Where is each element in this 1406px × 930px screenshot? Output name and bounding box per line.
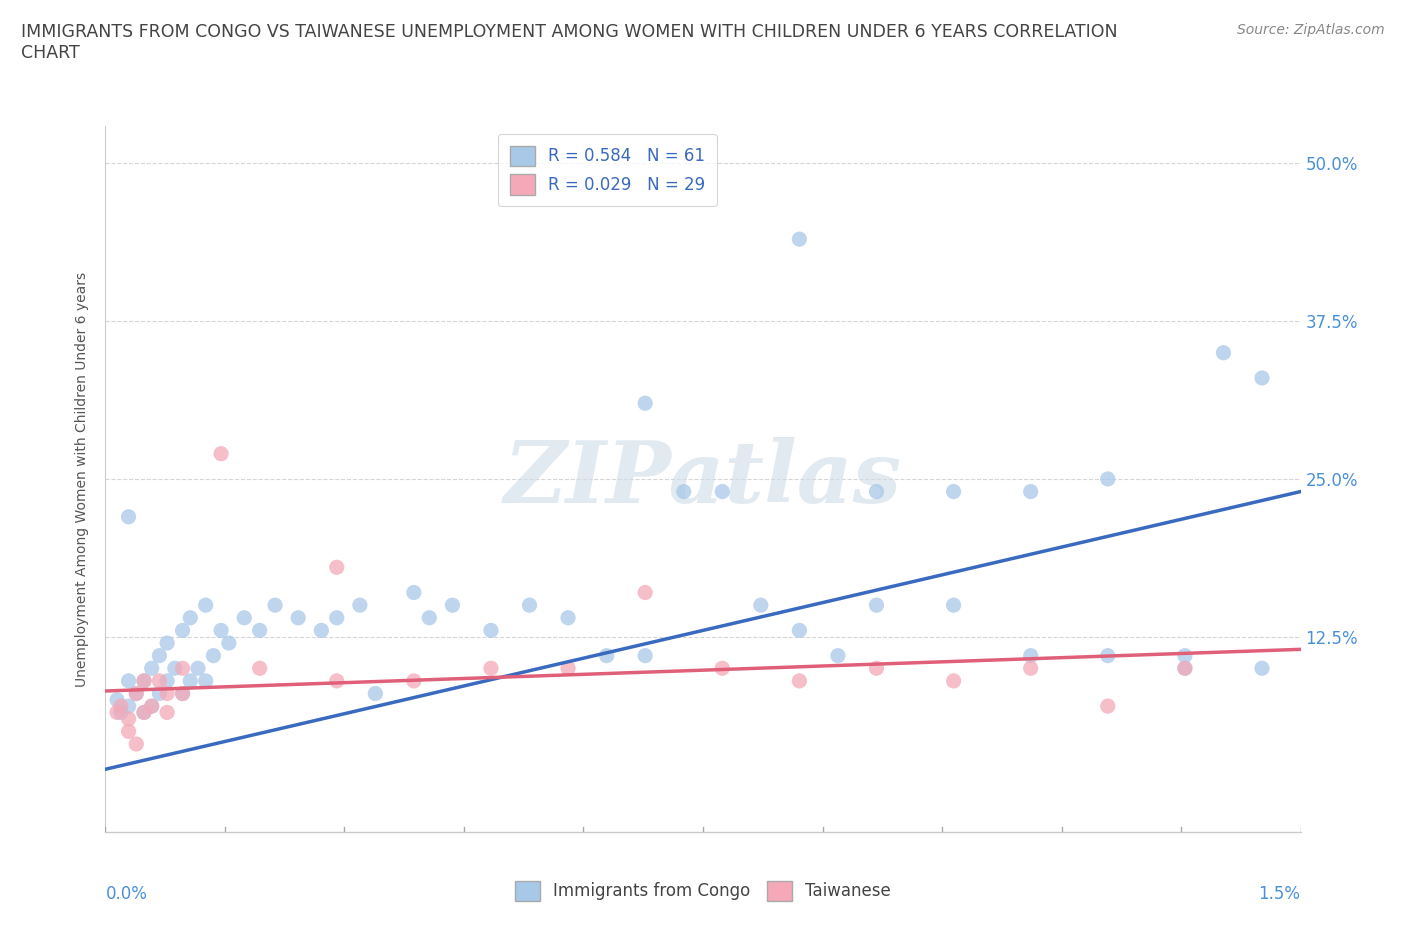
- Point: [1251, 370, 1274, 385]
- Point: [1251, 661, 1274, 676]
- Point: [105, 692, 128, 708]
- Point: [557, 661, 579, 676]
- Point: [202, 648, 225, 663]
- Point: [364, 686, 387, 701]
- Point: [311, 623, 333, 638]
- Point: [595, 648, 617, 663]
- Point: [557, 610, 579, 625]
- Point: [1019, 648, 1042, 663]
- Point: [479, 623, 502, 638]
- Point: [209, 446, 232, 461]
- Point: [1097, 698, 1119, 713]
- Point: [634, 396, 657, 411]
- Point: [141, 698, 163, 713]
- Point: [634, 648, 657, 663]
- Point: [1212, 345, 1234, 360]
- Point: [172, 661, 194, 676]
- Point: [117, 510, 139, 525]
- Point: [249, 623, 271, 638]
- Text: 1.5%: 1.5%: [1258, 885, 1301, 903]
- Point: [125, 737, 148, 751]
- Point: [865, 598, 887, 613]
- Point: [194, 598, 217, 613]
- Point: [125, 686, 148, 701]
- Point: [326, 610, 349, 625]
- Point: [172, 686, 194, 701]
- Text: 0.0%: 0.0%: [105, 885, 148, 903]
- Point: [172, 686, 194, 701]
- Point: [865, 661, 887, 676]
- Point: [110, 705, 132, 720]
- Text: ZIPatlas: ZIPatlas: [503, 437, 903, 521]
- Point: [209, 623, 232, 638]
- Point: [233, 610, 256, 625]
- Point: [865, 485, 887, 499]
- Point: [789, 623, 811, 638]
- Point: [172, 623, 194, 638]
- Point: [349, 598, 371, 613]
- Point: [148, 686, 170, 701]
- Point: [156, 635, 179, 650]
- Point: [141, 698, 163, 713]
- Point: [672, 485, 695, 499]
- Point: [789, 673, 811, 688]
- Point: [105, 705, 128, 720]
- Legend: Immigrants from Congo, Taiwanese: Immigrants from Congo, Taiwanese: [508, 874, 898, 908]
- Point: [179, 673, 201, 688]
- Point: [634, 585, 657, 600]
- Point: [249, 661, 271, 676]
- Point: [163, 661, 186, 676]
- Point: [942, 598, 965, 613]
- Point: [117, 698, 139, 713]
- Point: [1097, 648, 1119, 663]
- Point: [132, 673, 155, 688]
- Point: [179, 610, 201, 625]
- Point: [194, 673, 217, 688]
- Point: [187, 661, 209, 676]
- Point: [110, 698, 132, 713]
- Point: [117, 673, 139, 688]
- Point: [125, 686, 148, 701]
- Point: [1019, 661, 1042, 676]
- Point: [749, 598, 772, 613]
- Point: [326, 560, 349, 575]
- Text: Source: ZipAtlas.com: Source: ZipAtlas.com: [1237, 23, 1385, 37]
- Point: [218, 635, 240, 650]
- Point: [156, 686, 179, 701]
- Point: [418, 610, 440, 625]
- Legend: R = 0.584   N = 61, R = 0.029   N = 29: R = 0.584 N = 61, R = 0.029 N = 29: [498, 134, 717, 206]
- Point: [326, 673, 349, 688]
- Point: [264, 598, 287, 613]
- Point: [479, 661, 502, 676]
- Point: [1174, 661, 1197, 676]
- Point: [132, 673, 155, 688]
- Point: [402, 673, 425, 688]
- Point: [132, 705, 155, 720]
- Point: [711, 661, 734, 676]
- Text: IMMIGRANTS FROM CONGO VS TAIWANESE UNEMPLOYMENT AMONG WOMEN WITH CHILDREN UNDER : IMMIGRANTS FROM CONGO VS TAIWANESE UNEMP…: [21, 23, 1118, 62]
- Point: [519, 598, 541, 613]
- Point: [1174, 661, 1197, 676]
- Point: [1097, 472, 1119, 486]
- Point: [789, 232, 811, 246]
- Point: [156, 673, 179, 688]
- Point: [132, 705, 155, 720]
- Point: [942, 673, 965, 688]
- Point: [1174, 648, 1197, 663]
- Point: [942, 485, 965, 499]
- Point: [441, 598, 464, 613]
- Point: [141, 661, 163, 676]
- Point: [287, 610, 309, 625]
- Point: [711, 485, 734, 499]
- Point: [827, 648, 849, 663]
- Point: [117, 711, 139, 726]
- Point: [117, 724, 139, 738]
- Point: [1019, 485, 1042, 499]
- Point: [148, 673, 170, 688]
- Point: [156, 705, 179, 720]
- Y-axis label: Unemployment Among Women with Children Under 6 years: Unemployment Among Women with Children U…: [76, 272, 90, 686]
- Point: [402, 585, 425, 600]
- Point: [148, 648, 170, 663]
